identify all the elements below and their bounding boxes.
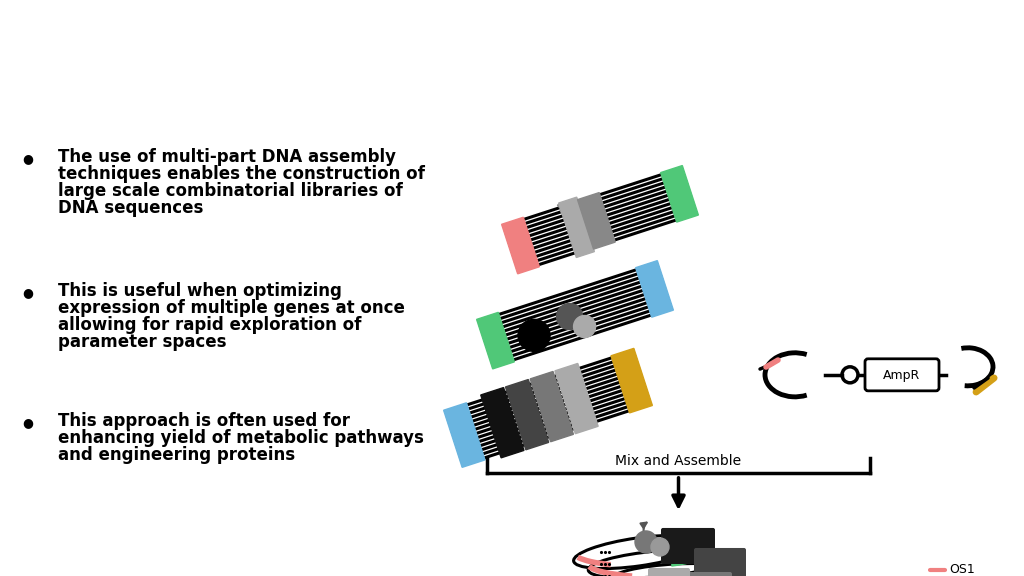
Circle shape xyxy=(557,304,583,329)
Polygon shape xyxy=(660,165,698,222)
FancyBboxPatch shape xyxy=(662,528,715,564)
Circle shape xyxy=(518,319,550,351)
Circle shape xyxy=(635,531,657,553)
Text: techniques enables the construction of: techniques enables the construction of xyxy=(58,165,425,183)
Text: This approach is often used for: This approach is often used for xyxy=(58,412,350,430)
Text: allowing for rapid exploration of: allowing for rapid exploration of xyxy=(58,316,361,334)
Text: ●: ● xyxy=(22,416,33,429)
Polygon shape xyxy=(506,380,549,450)
Polygon shape xyxy=(443,403,485,467)
Polygon shape xyxy=(555,363,598,434)
Text: High-throughput combinatorial DNA assembly: High-throughput combinatorial DNA assemb… xyxy=(18,88,776,116)
Text: large scale combinatorial libraries of: large scale combinatorial libraries of xyxy=(58,181,402,200)
Text: The use of multi-part DNA assembly: The use of multi-part DNA assembly xyxy=(58,147,396,166)
Polygon shape xyxy=(559,197,594,257)
FancyBboxPatch shape xyxy=(648,568,690,576)
Text: enhancing yield of metabolic pathways: enhancing yield of metabolic pathways xyxy=(58,429,424,447)
Text: Mix and Assemble: Mix and Assemble xyxy=(615,454,741,468)
Circle shape xyxy=(573,316,596,338)
Polygon shape xyxy=(476,312,514,369)
Text: DNA sequences: DNA sequences xyxy=(58,199,204,217)
Circle shape xyxy=(651,538,669,556)
FancyBboxPatch shape xyxy=(678,572,732,576)
FancyBboxPatch shape xyxy=(865,359,939,391)
Polygon shape xyxy=(480,388,524,458)
Text: ●: ● xyxy=(22,151,33,165)
FancyBboxPatch shape xyxy=(694,548,746,576)
Polygon shape xyxy=(611,348,652,413)
Text: OS1: OS1 xyxy=(949,563,975,576)
Text: AmpR: AmpR xyxy=(884,369,921,382)
Text: Engineering DNA:: Engineering DNA: xyxy=(18,28,309,56)
Text: parameter spaces: parameter spaces xyxy=(58,333,226,351)
Polygon shape xyxy=(530,372,573,442)
Polygon shape xyxy=(578,192,615,249)
Text: expression of multiple genes at once: expression of multiple genes at once xyxy=(58,299,404,317)
Text: and engineering proteins: and engineering proteins xyxy=(58,446,295,464)
Polygon shape xyxy=(502,217,540,274)
Text: ●: ● xyxy=(22,286,33,299)
Text: This is useful when optimizing: This is useful when optimizing xyxy=(58,282,342,300)
Polygon shape xyxy=(636,260,674,317)
